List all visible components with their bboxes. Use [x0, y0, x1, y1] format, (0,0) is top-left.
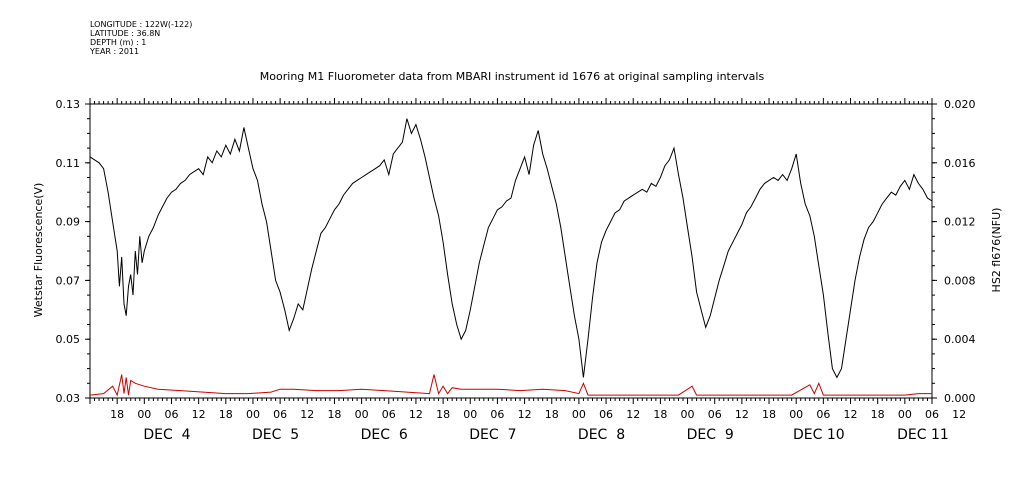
x-tick-label: 00 — [789, 408, 803, 421]
x-tick-label: 12 — [626, 408, 640, 421]
x-tick-label: 12 — [300, 408, 314, 421]
x-tick-label: 12 — [192, 408, 206, 421]
chart-title: Mooring M1 Fluorometer data from MBARI i… — [260, 70, 765, 83]
x-tick-label: 06 — [490, 408, 504, 421]
meta-line: LONGITUDE : 122W(-122) — [90, 20, 193, 29]
x-tick-label: 06 — [273, 408, 287, 421]
y-tick-label: 0.13 — [56, 98, 81, 111]
series-line-fl676 — [89, 374, 932, 397]
x-day-label: DEC 9 — [687, 427, 734, 443]
y-tick-label: 0.11 — [56, 157, 81, 170]
y2-axis-title: HS2 fl676(NFU) — [990, 208, 1003, 293]
y-tick-label: 0.05 — [56, 333, 81, 346]
x-tick-label: 06 — [382, 408, 396, 421]
x-tick-label: 00 — [898, 408, 912, 421]
x-tick-label: 12 — [952, 408, 966, 421]
metadata-block: LONGITUDE : 122W(-122) LATITUDE : 36.8N … — [90, 20, 192, 56]
x-day-label: DEC 7 — [469, 427, 516, 443]
x-tick-label: 12 — [735, 408, 749, 421]
x-tick-label: 12 — [409, 408, 423, 421]
x-tick-label: 18 — [219, 408, 233, 421]
x-tick-label: 00 — [355, 408, 369, 421]
x-tick-label: 18 — [762, 408, 776, 421]
y-tick-label: 0.07 — [56, 274, 81, 287]
series-line-fluorescence — [89, 118, 933, 379]
y-axis-title: Wetstar Fluorescence(V) — [32, 183, 45, 318]
ticks-layer — [85, 98, 937, 404]
meta-line: LATITUDE : 36.8N — [90, 29, 161, 38]
y2-tick-label: 0.008 — [944, 274, 976, 287]
x-tick-label: 06 — [708, 408, 722, 421]
plot-frame — [89, 103, 933, 399]
x-tick-label: 06 — [816, 408, 830, 421]
x-tick-label: 12 — [844, 408, 858, 421]
x-tick-label: 00 — [137, 408, 151, 421]
x-tick-label: 18 — [653, 408, 667, 421]
x-tick-label: 18 — [871, 408, 885, 421]
labels-layer: 0.03 0.05 0.07 0.09 0.11 0.13 0.000 0.004 0.008 0… — [56, 98, 976, 443]
x-day-label: DEC 11 — [897, 427, 949, 443]
x-day-label: DEC 5 — [252, 427, 299, 443]
y-tick-label: 0.03 — [56, 392, 81, 405]
y2-tick-label: 0.012 — [944, 216, 976, 229]
x-tick-label: 18 — [327, 408, 341, 421]
x-tick-label: 06 — [599, 408, 613, 421]
meta-line: YEAR : 2011 — [90, 47, 140, 56]
x-tick-label: 06 — [925, 408, 939, 421]
x-tick-label: 18 — [110, 408, 124, 421]
x-day-label: DEC 8 — [578, 427, 625, 443]
y2-tick-label: 0.004 — [944, 333, 976, 346]
y2-tick-label: 0.000 — [944, 392, 976, 405]
y2-tick-label: 0.020 — [944, 98, 976, 111]
x-tick-label: 00 — [463, 408, 477, 421]
x-day-label: DEC 10 — [793, 427, 845, 443]
meta-line: DEPTH (m) : 1 — [90, 38, 147, 47]
x-tick-label: 00 — [681, 408, 695, 421]
y2-tick-label: 0.016 — [944, 157, 976, 170]
x-tick-label: 06 — [164, 408, 178, 421]
x-tick-label: 00 — [246, 408, 260, 421]
y-tick-label: 0.09 — [56, 216, 81, 229]
x-day-label: DEC 6 — [361, 427, 408, 443]
x-tick-label: 18 — [436, 408, 450, 421]
x-tick-label: 12 — [518, 408, 532, 421]
x-tick-label: 18 — [545, 408, 559, 421]
series-layer — [89, 118, 933, 397]
x-day-label: DEC 4 — [143, 427, 190, 443]
x-tick-label: 00 — [572, 408, 586, 421]
